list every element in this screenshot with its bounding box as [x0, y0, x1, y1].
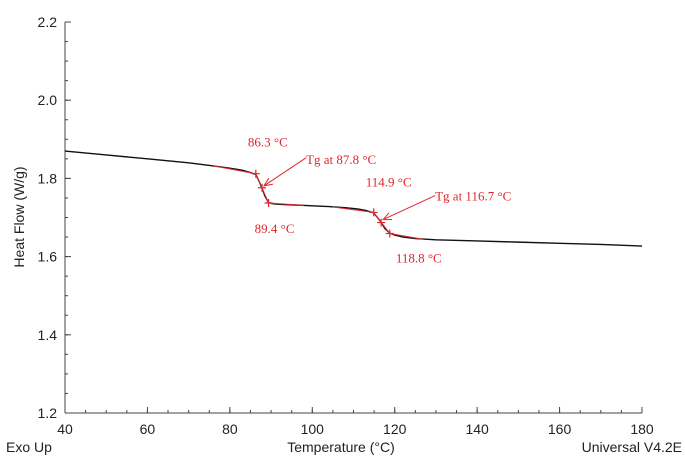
- transition-marker: [258, 183, 267, 192]
- y-tick-label: 1.4: [38, 327, 58, 343]
- fit-line: [268, 202, 305, 206]
- software-version-note: Universal V4.2E: [582, 439, 682, 455]
- x-axis-title: Temperature (°C): [287, 439, 395, 455]
- y-tick-label: 2.0: [38, 92, 58, 108]
- annotation-label: 89.4 °C: [255, 221, 295, 236]
- fit-line: [213, 165, 256, 175]
- x-tick-label: 80: [222, 421, 238, 437]
- markers: [251, 169, 394, 238]
- y-tick-label: 1.8: [38, 170, 58, 186]
- x-tick-label: 100: [301, 421, 325, 437]
- x-tick-labels: 40 60 80 100 120 140 160 180: [57, 421, 654, 437]
- axes: [64, 22, 642, 414]
- y-tick-label: 1.2: [38, 405, 58, 421]
- annotation-label: Tg at 87.8 °C: [306, 152, 376, 167]
- annotation-arrow: [263, 157, 307, 187]
- y-tick-label: 2.2: [38, 14, 58, 30]
- y-tick-labels: 1.2 1.4 1.6 1.8 2.0 2.2: [38, 14, 58, 421]
- exo-up-note: Exo Up: [6, 439, 52, 455]
- x-ticks: [64, 407, 643, 413]
- annotation-arrowhead: [382, 212, 393, 221]
- y-tick-label: 1.6: [38, 249, 58, 265]
- annotation-label: 114.9 °C: [366, 174, 412, 189]
- x-tick-label: 40: [57, 421, 73, 437]
- annotation-label: 118.8 °C: [396, 251, 442, 266]
- annotation-arrow: [382, 195, 436, 221]
- fit-line: [389, 233, 424, 240]
- x-tick-label: 160: [548, 421, 572, 437]
- annotation-label: 86.3 °C: [248, 135, 288, 150]
- x-tick-label: 180: [630, 421, 654, 437]
- y-axis-title: Heat Flow (W/g): [11, 166, 27, 267]
- annotation-label: Tg at 116.7 °C: [435, 189, 511, 204]
- transition-marker: [377, 218, 386, 227]
- transition-marker: [369, 208, 378, 217]
- x-tick-label: 140: [465, 421, 489, 437]
- y-ticks: [65, 21, 71, 414]
- transition-marker: [385, 229, 394, 238]
- x-tick-label: 60: [140, 421, 156, 437]
- transition-marker: [251, 169, 260, 178]
- fit-line: [332, 206, 374, 213]
- x-tick-label: 120: [383, 421, 407, 437]
- annotations: 86.3 °C Tg at 87.8 °C 89.4 °C 114.9 °C Tg at…: [248, 135, 511, 266]
- transition-marker: [264, 199, 273, 208]
- annotation-arrowhead: [262, 177, 273, 187]
